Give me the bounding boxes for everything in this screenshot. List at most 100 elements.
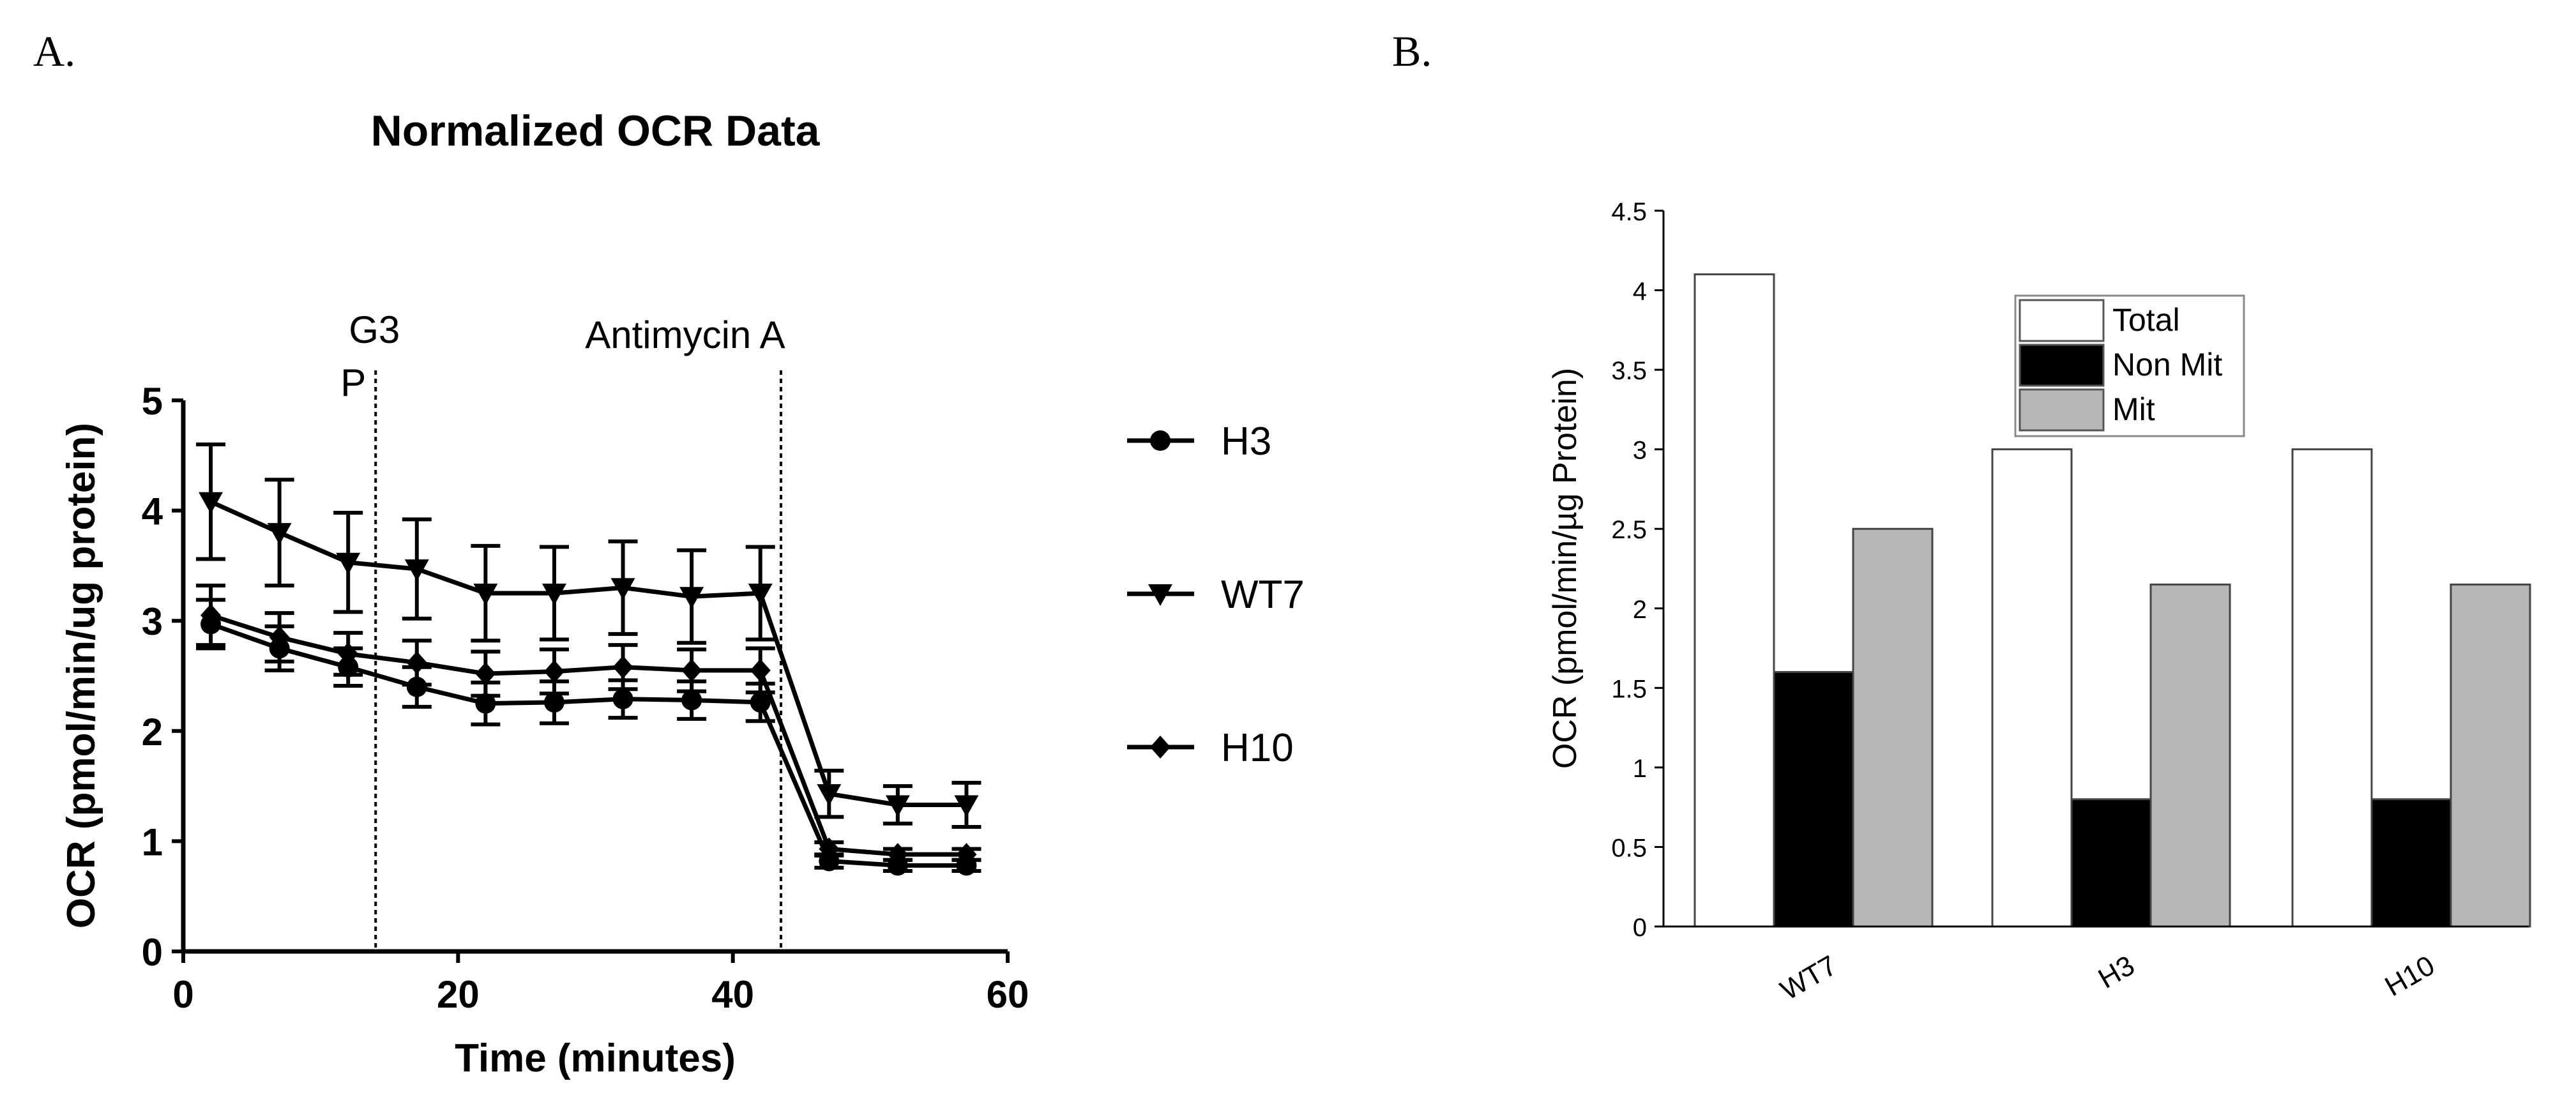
line-chart: Normalized OCR Data G3 P Antimycin A 0 1 2 3 4… (59, 107, 1305, 1080)
bar-total (2291, 448, 2373, 928)
panel-label-b: B. (1392, 27, 1432, 75)
x-tick-label: H10 (2380, 949, 2440, 1002)
y-tick-label: 0.5 (1611, 834, 1647, 862)
line-chart-annotations: G3 P Antimycin A (340, 308, 785, 951)
data-point (610, 578, 635, 600)
data-point (750, 658, 771, 682)
y-tick-label: 3.5 (1611, 357, 1647, 385)
line-chart-x-ticks: 0 20 40 60 (172, 951, 1029, 1016)
line-chart-y-ticks: 0 1 2 3 4 5 (142, 380, 183, 974)
data-point (475, 693, 496, 714)
annotation-label: P (340, 361, 366, 404)
line-chart-x-label: Time (minutes) (455, 1036, 736, 1080)
legend-label: Total (2112, 302, 2180, 338)
data-point (748, 584, 773, 606)
bar-chart-bars (1693, 273, 2531, 928)
y-tick-label: 4 (1633, 278, 1647, 306)
legend-swatch-total (2019, 299, 2105, 342)
line-chart-y-label: OCR (pmol/min/ug protein) (59, 423, 103, 928)
y-tick-label: 2 (142, 711, 163, 753)
data-point (681, 690, 702, 711)
series-line (209, 499, 967, 807)
y-tick-label: 0 (1633, 914, 1647, 942)
line-chart-series (196, 443, 981, 876)
y-tick-label: 5 (142, 380, 163, 423)
x-tick-label: 20 (437, 973, 480, 1016)
series-h3 (196, 598, 981, 876)
legend-label: H10 (1221, 726, 1294, 770)
bar-mit (2450, 583, 2531, 928)
data-point (819, 837, 840, 861)
legend-swatch-non-mit (2019, 344, 2105, 387)
data-point (954, 795, 979, 817)
bar-chart-y-ticks: 0 0.5 1 1.5 2 2.5 3 3.5 4 4.5 (1611, 198, 1663, 942)
legend-swatch-mit (2019, 388, 2105, 432)
data-point (612, 688, 633, 709)
y-tick-label: 4 (142, 490, 163, 533)
data-point (543, 692, 564, 713)
data-point (543, 660, 564, 683)
legend-label: Non Mit (2112, 347, 2222, 382)
legend-item-wt7: WT7 (1127, 573, 1305, 617)
x-tick-label: 60 (987, 973, 1029, 1016)
data-point (338, 642, 359, 665)
data-point (750, 692, 771, 713)
legend-item-h3: H3 (1127, 420, 1271, 464)
data-point (404, 559, 429, 582)
data-point (473, 584, 498, 606)
line-chart-legend: H3 WT7 H10 (1127, 420, 1305, 770)
data-point (199, 492, 224, 514)
y-tick-label: 1 (1633, 755, 1647, 783)
data-point (612, 655, 633, 679)
bar-mit (1852, 527, 1934, 928)
data-point (267, 523, 292, 545)
legend-label: WT7 (1221, 573, 1305, 617)
y-tick-label: 3 (142, 600, 163, 643)
series-line (209, 613, 967, 857)
x-tick-label: 0 (172, 973, 193, 1016)
data-point (406, 676, 427, 697)
data-point (679, 587, 704, 609)
bar-total (1693, 273, 1775, 928)
panel-label-a: A. (33, 27, 75, 75)
series-wt7 (196, 443, 981, 829)
legend-label: H3 (1221, 420, 1271, 464)
bar-chart-legend: Total Non Mit Mit (2014, 294, 2245, 437)
legend-marker (1148, 584, 1172, 606)
x-tick-label: WT7 (1775, 949, 1842, 1006)
legend-marker (1150, 736, 1171, 759)
data-point (885, 795, 910, 817)
data-point (542, 584, 566, 606)
data-point (956, 843, 977, 866)
bar-non-mit (2370, 798, 2452, 928)
annotation-label: G3 (349, 308, 400, 351)
y-tick-label: 1.5 (1611, 675, 1647, 703)
bar-group-wt7 (1693, 273, 1934, 928)
data-point (475, 662, 496, 686)
y-tick-label: 3 (1633, 437, 1647, 465)
data-point (269, 626, 290, 649)
legend-label: Mit (2112, 391, 2155, 427)
bar-chart-x-ticks: WT7 H3 H10 (1775, 949, 2440, 1006)
x-tick-label: H3 (2093, 949, 2140, 995)
y-tick-label: 1 (142, 821, 163, 863)
y-tick-label: 2 (1633, 596, 1647, 624)
data-point (406, 651, 427, 674)
data-point (336, 552, 361, 575)
y-tick-label: 0 (142, 931, 163, 974)
bar-non-mit (2070, 798, 2152, 928)
bar-chart-y-label: OCR (pmol/min/µg Protein) (1547, 368, 1584, 769)
bar-group-h10 (2291, 448, 2531, 928)
bar-chart: 0 0.5 1 1.5 2 2.5 3 3.5 4 4.5 OCR (pmol/min/µg Pr… (1547, 198, 2531, 1006)
series-line (209, 622, 967, 868)
data-point (201, 603, 222, 627)
y-tick-label: 2.5 (1611, 516, 1647, 544)
y-tick-label: 4.5 (1611, 198, 1647, 226)
legend-item-h10: H10 (1127, 726, 1294, 770)
bar-non-mit (1773, 670, 1854, 928)
series-h10 (196, 583, 981, 866)
bar-total (1991, 448, 2073, 928)
annotation-label: Antimycin A (585, 314, 785, 356)
